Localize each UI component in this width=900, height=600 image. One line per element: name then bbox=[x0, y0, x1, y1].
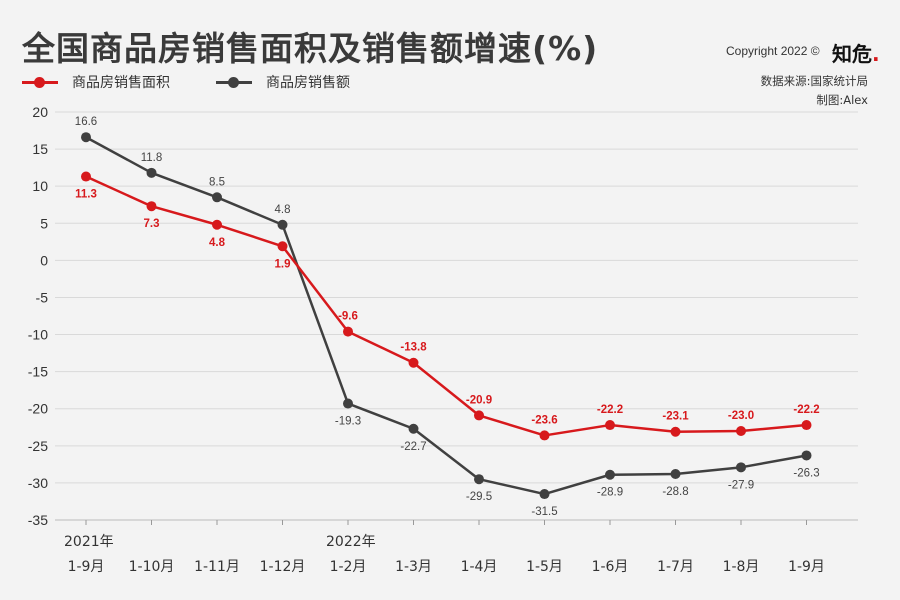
data-point bbox=[81, 132, 91, 143]
logo-dot: . bbox=[872, 42, 880, 66]
y-tick-label: -30 bbox=[28, 475, 48, 491]
y-tick-label: -20 bbox=[28, 401, 48, 417]
data-point bbox=[605, 420, 615, 431]
x-year-label: 2021年 bbox=[64, 534, 114, 550]
data-point bbox=[736, 425, 746, 436]
legend-label-sales: 商品房销售额 bbox=[266, 75, 350, 91]
data-label: 11.3 bbox=[75, 189, 97, 201]
legend-swatch-sales bbox=[216, 75, 252, 89]
data-label: -31.5 bbox=[531, 506, 557, 518]
data-point bbox=[212, 219, 222, 230]
data-point bbox=[212, 192, 222, 203]
data-point bbox=[343, 326, 353, 337]
data-point bbox=[146, 167, 157, 178]
data-point bbox=[801, 420, 812, 431]
y-tick-label: -10 bbox=[28, 327, 48, 343]
data-label: -22.2 bbox=[597, 404, 623, 416]
series-line bbox=[85, 136, 807, 496]
legend-swatch-area bbox=[22, 75, 58, 89]
data-label: -26.3 bbox=[793, 467, 819, 479]
data-point bbox=[81, 171, 91, 182]
logo-text: 知危 bbox=[832, 42, 872, 66]
data-point bbox=[408, 423, 419, 434]
y-tick-label: 20 bbox=[32, 104, 48, 120]
x-tick-label: 1-4月 bbox=[461, 559, 498, 575]
data-label: -28.9 bbox=[597, 487, 623, 499]
y-tick-label: -15 bbox=[28, 364, 48, 380]
y-tick-label: -5 bbox=[36, 289, 49, 305]
data-point bbox=[539, 489, 550, 500]
legend-item-area: 商品房销售面积 bbox=[22, 72, 170, 92]
series-line bbox=[85, 175, 807, 437]
credit-line: 制图:Alex bbox=[816, 93, 868, 107]
x-tick-label: 1-5月 bbox=[526, 559, 563, 575]
source-line: 数据来源:国家统计局 bbox=[760, 74, 868, 88]
legend-item-sales: 商品房销售额 bbox=[216, 72, 350, 92]
x-tick-label: 1-3月 bbox=[395, 559, 432, 575]
data-point bbox=[277, 219, 288, 230]
data-point bbox=[736, 462, 746, 473]
data-point bbox=[605, 469, 615, 480]
data-label: -23.1 bbox=[662, 411, 689, 423]
data-point bbox=[277, 241, 288, 252]
x-tick-label: 1-2月 bbox=[330, 559, 367, 575]
data-point bbox=[539, 430, 550, 441]
data-label: 4.8 bbox=[275, 204, 291, 216]
y-tick-label: 0 bbox=[40, 252, 48, 268]
x-tick-label: 1-9月 bbox=[68, 559, 105, 575]
brand-logo: 知危. bbox=[832, 38, 880, 67]
data-label: 1.9 bbox=[275, 258, 291, 270]
data-point bbox=[670, 469, 681, 480]
data-label: -19.3 bbox=[335, 416, 361, 428]
data-label: -28.8 bbox=[662, 486, 688, 498]
data-point bbox=[408, 357, 419, 368]
x-tick-label: 1-11月 bbox=[194, 559, 240, 575]
data-label: -23.6 bbox=[531, 414, 557, 426]
data-point bbox=[146, 201, 157, 212]
y-tick-label: 15 bbox=[32, 141, 48, 157]
data-label: -13.8 bbox=[400, 342, 427, 354]
x-tick-label: 1-9月 bbox=[788, 559, 825, 575]
data-label: 7.3 bbox=[144, 218, 160, 230]
y-tick-label: -35 bbox=[28, 512, 48, 528]
copyright-text: Copyright 2022 © bbox=[726, 44, 820, 58]
data-point bbox=[474, 410, 484, 421]
y-tick-label: -25 bbox=[28, 438, 48, 454]
x-tick-label: 1-7月 bbox=[657, 559, 694, 575]
x-tick-label: 1-6月 bbox=[592, 559, 629, 575]
data-label: -23.0 bbox=[728, 410, 754, 422]
data-label: -9.6 bbox=[338, 311, 358, 323]
legend-label-area: 商品房销售面积 bbox=[72, 75, 170, 91]
data-point bbox=[801, 450, 812, 461]
data-label: 4.8 bbox=[209, 237, 226, 249]
x-year-label: 2022年 bbox=[326, 534, 376, 550]
data-label: -27.9 bbox=[728, 479, 754, 491]
data-point bbox=[343, 398, 353, 409]
data-label: -22.2 bbox=[793, 404, 819, 416]
y-tick-label: 10 bbox=[32, 178, 48, 194]
data-point bbox=[670, 426, 681, 437]
x-tick-label: 1-8月 bbox=[723, 559, 760, 575]
x-tick-label: 1-10月 bbox=[129, 559, 175, 575]
chart-title: 全国商品房销售面积及销售额增速(%) bbox=[22, 29, 599, 68]
data-label: -22.7 bbox=[400, 441, 426, 453]
data-label: 16.6 bbox=[75, 116, 97, 128]
data-label: 11.8 bbox=[141, 152, 163, 164]
y-tick-label: 5 bbox=[40, 215, 48, 231]
source-note: 数据来源:国家统计局 制图:Alex bbox=[761, 72, 868, 110]
chart-legend: 商品房销售面积 商品房销售额 bbox=[22, 72, 396, 92]
data-point bbox=[474, 474, 484, 485]
x-tick-label: 1-12月 bbox=[260, 559, 306, 575]
data-label: -20.9 bbox=[466, 394, 492, 406]
data-label: -29.5 bbox=[466, 491, 492, 503]
data-label: 8.5 bbox=[209, 176, 225, 188]
